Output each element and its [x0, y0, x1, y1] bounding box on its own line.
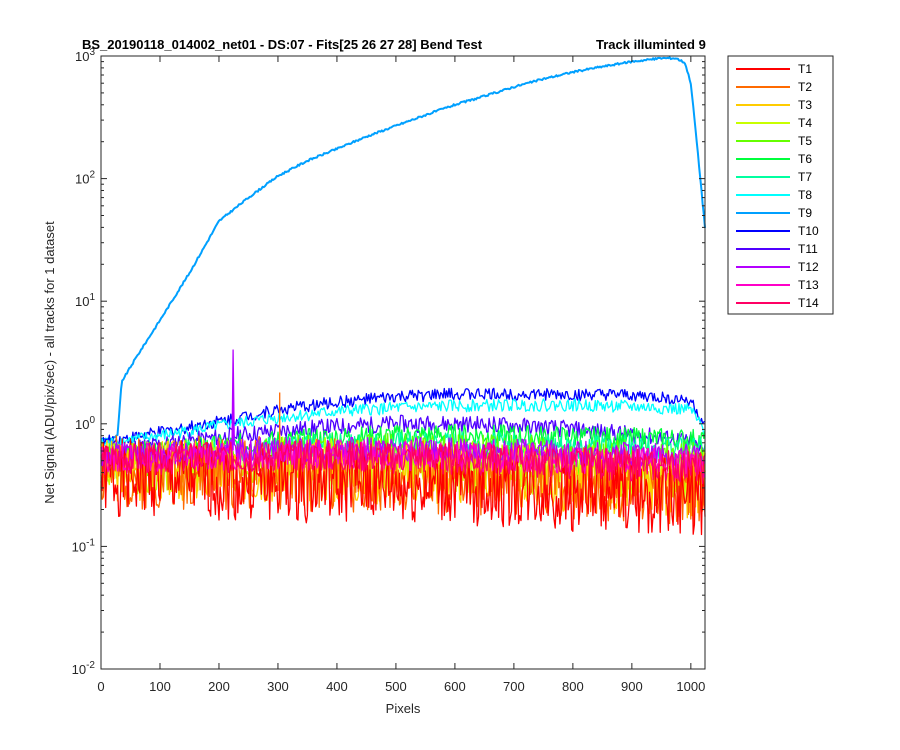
y-tick-exponent: 1	[89, 292, 95, 303]
legend-label-t11: T11	[798, 242, 818, 256]
x-tick-label: 800	[562, 679, 584, 694]
x-tick-label: 400	[326, 679, 348, 694]
chart-title-illuminated: Track illuminted 9	[596, 37, 706, 52]
x-tick-label: 0	[97, 679, 104, 694]
y-tick-base: 10	[72, 662, 86, 677]
axes-box	[100, 55, 706, 670]
series-line-t14	[100, 440, 706, 485]
legend-box	[727, 55, 834, 315]
y-tick-base: 10	[75, 294, 89, 309]
axes-background	[101, 56, 705, 669]
series-line-t8	[100, 398, 706, 449]
series-line-t11	[100, 414, 706, 459]
y-tick-base: 10	[75, 172, 89, 187]
y-axis-label: Net Signal (ADU/pix/sec) - all tracks fo…	[42, 221, 57, 504]
y-tick-label: 103	[75, 47, 95, 64]
legend-label-t4: T4	[798, 116, 812, 130]
legend-label-t1: T1	[798, 62, 812, 76]
series-line-t9	[100, 56, 706, 441]
y-tick-label: 101	[75, 292, 95, 309]
chart-title: BS_20190118_014002_net01 - DS:07 - Fits[…	[82, 37, 483, 52]
x-tick-label: 700	[503, 679, 525, 694]
legend-label-t7: T7	[798, 170, 812, 184]
y-tick-exponent: 0	[89, 415, 95, 426]
y-tick-base: 10	[75, 49, 89, 64]
x-tick-label: 300	[267, 679, 289, 694]
y-tick-label: 100	[75, 415, 95, 432]
y-tick-exponent: -2	[86, 660, 95, 671]
y-tick-label: 10-2	[72, 660, 96, 677]
legend: T1 T2 T3 T4 T5 T6 T7 T8 T9 T10 T11 T12 T13 T14	[727, 55, 834, 315]
x-tick-label: 600	[444, 679, 466, 694]
legend-label-t14: T14	[798, 296, 819, 310]
x-axis: 0 100 200 300 400 500 600 700 800 900 1000	[97, 56, 705, 694]
x-tick-label: 200	[208, 679, 230, 694]
series-group	[100, 56, 706, 536]
x-tick-label: 1000	[676, 679, 705, 694]
legend-label-t5: T5	[798, 134, 812, 148]
y-tick-label: 102	[75, 170, 95, 187]
legend-label-t13: T13	[798, 278, 819, 292]
legend-label-t2: T2	[798, 80, 812, 94]
legend-label-t12: T12	[798, 260, 819, 274]
x-tick-label: 500	[385, 679, 407, 694]
legend-label-t8: T8	[798, 188, 812, 202]
y-tick-exponent: 3	[89, 47, 95, 58]
x-tick-label: 100	[149, 679, 171, 694]
legend-label-t3: T3	[798, 98, 812, 112]
y-tick-base: 10	[75, 417, 89, 432]
legend-label-t9: T9	[798, 206, 812, 220]
legend-label-t6: T6	[798, 152, 812, 166]
x-axis-label: Pixels	[386, 701, 421, 716]
y-tick-exponent: 2	[89, 170, 95, 181]
x-tick-label: 900	[621, 679, 643, 694]
legend-label-t10: T10	[798, 224, 819, 238]
y-tick-label: 10-1	[72, 537, 96, 554]
y-tick-base: 10	[72, 539, 86, 554]
y-tick-exponent: -1	[86, 537, 95, 548]
